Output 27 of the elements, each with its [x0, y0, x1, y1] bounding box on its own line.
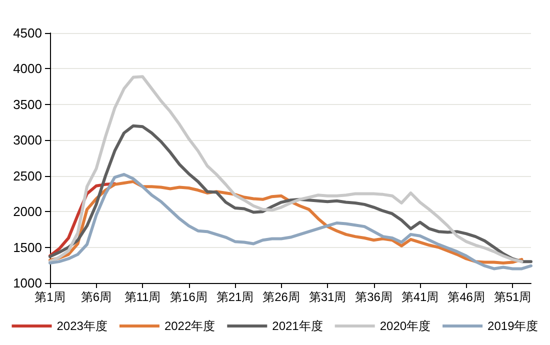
x-tick-label: 第16周: [170, 290, 208, 304]
x-tick-label: 第11周: [124, 290, 161, 304]
legend-label: 2023年度: [56, 319, 108, 333]
y-tick-label: 3000: [13, 132, 42, 148]
x-tick-label: 第21周: [216, 290, 254, 304]
legend-label: 2020年度: [380, 319, 431, 333]
y-tick-label: 4500: [13, 26, 42, 40]
x-tick-label: 第36周: [355, 290, 392, 304]
x-tick-label: 第41周: [401, 290, 439, 304]
x-tick-label: 第31周: [308, 290, 346, 304]
x-tick-label: 第1周: [34, 290, 66, 304]
y-tick-label: 1500: [13, 240, 42, 255]
legend-label: 2022年度: [164, 319, 216, 333]
legend-label: 2019年度: [488, 319, 538, 333]
x-tick-label: 第46周: [448, 290, 485, 304]
line-series: [48, 75, 524, 264]
legend-label: 2021年度: [272, 319, 323, 333]
y-tick-label: 3500: [13, 96, 42, 112]
y-tick-label: 2500: [13, 168, 42, 184]
x-tick-label: 第26周: [262, 290, 300, 304]
x-tick-label: 第6周: [80, 290, 112, 304]
line-series: [48, 124, 532, 264]
y-tick-label: 2000: [13, 204, 42, 220]
y-tick-label: 1000: [13, 276, 42, 290]
x-tick-label: 第51周: [494, 290, 532, 304]
line-series: [48, 172, 532, 270]
y-tick-label: 4000: [13, 61, 42, 76]
